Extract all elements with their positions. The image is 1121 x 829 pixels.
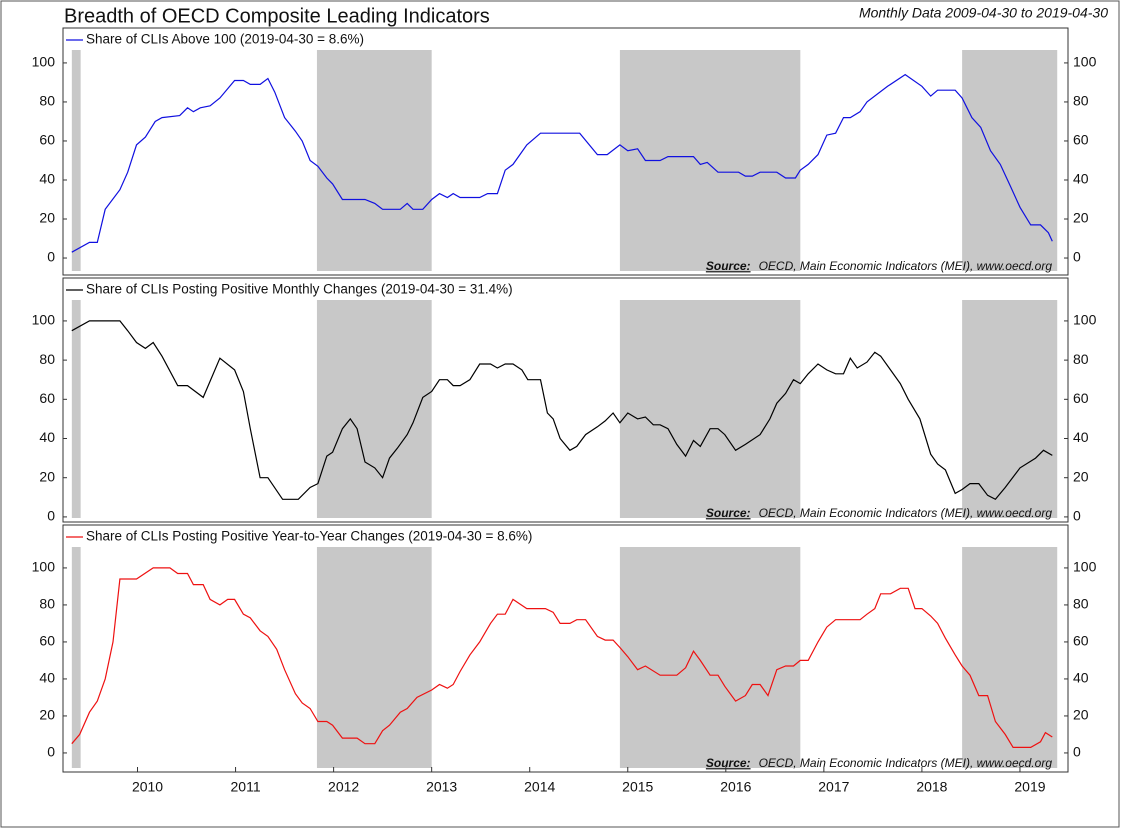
shaded-period xyxy=(619,547,801,768)
x-tick-label: 2011 xyxy=(231,779,261,795)
y2-tick-label: 40 xyxy=(1073,171,1089,187)
y2-tick-label: 80 xyxy=(1073,351,1089,367)
y-tick-label: 60 xyxy=(39,132,55,148)
legend-label: Share of CLIs Posting Positive Year-to-Y… xyxy=(86,529,532,544)
source-text: OECD, Main Economic Indicators (MEI), ww… xyxy=(759,506,1053,520)
y2-tick-label: 20 xyxy=(1073,707,1089,723)
y-tick-label: 20 xyxy=(39,468,55,484)
series-line xyxy=(71,567,1053,748)
shaded-period xyxy=(316,547,432,768)
y2-tick-label: 60 xyxy=(1073,132,1089,148)
y-tick-label: 100 xyxy=(32,54,56,70)
source-label: Source: xyxy=(706,259,751,273)
x-tick-label: 2018 xyxy=(916,779,947,795)
x-tick-label: 2016 xyxy=(720,779,751,795)
y-tick-label: 80 xyxy=(39,351,55,367)
y-tick-label: 0 xyxy=(47,249,55,265)
y2-tick-label: 40 xyxy=(1073,670,1089,686)
shaded-period xyxy=(71,300,81,518)
y-tick-label: 100 xyxy=(32,559,56,575)
x-tick-label: 2017 xyxy=(818,779,849,795)
shaded-period xyxy=(962,547,1058,768)
y2-tick-label: 80 xyxy=(1073,596,1089,612)
shaded-period xyxy=(316,50,432,271)
source-label: Source: xyxy=(706,506,751,520)
y2-tick-label: 60 xyxy=(1073,633,1089,649)
y-tick-label: 80 xyxy=(39,93,55,109)
y-tick-label: 80 xyxy=(39,596,55,612)
y2-tick-label: 80 xyxy=(1073,93,1089,109)
chart-subtitle: Monthly Data 2009-04-30 to 2019-04-30 xyxy=(859,5,1108,21)
chart-title: Breadth of OECD Composite Leading Indica… xyxy=(64,5,490,27)
shaded-period xyxy=(71,50,81,271)
y2-tick-label: 40 xyxy=(1073,429,1089,445)
y-tick-label: 40 xyxy=(39,670,55,686)
series-line xyxy=(71,73,1053,253)
shaded-period xyxy=(962,300,1058,518)
x-tick-label: 2014 xyxy=(524,779,555,795)
y2-tick-label: 0 xyxy=(1073,744,1081,760)
y-tick-label: 0 xyxy=(47,508,55,524)
source-text: OECD, Main Economic Indicators (MEI), ww… xyxy=(759,756,1053,770)
y-tick-label: 20 xyxy=(39,210,55,226)
x-tick-label: 2010 xyxy=(132,779,163,795)
y2-tick-label: 100 xyxy=(1073,559,1097,575)
shaded-period xyxy=(71,547,81,768)
series-line xyxy=(71,320,1053,501)
y-tick-label: 0 xyxy=(47,744,55,760)
y-tick-label: 60 xyxy=(39,633,55,649)
plot-frame xyxy=(62,27,1069,276)
legend-label: Share of CLIs Posting Positive Monthly C… xyxy=(86,282,513,297)
y-tick-label: 100 xyxy=(32,312,56,328)
shaded-period xyxy=(962,50,1058,271)
y2-tick-label: 20 xyxy=(1073,468,1089,484)
x-tick-label: 2019 xyxy=(1014,779,1045,795)
source-label: Source: xyxy=(706,756,751,770)
plot-frame xyxy=(62,524,1069,773)
shaded-period xyxy=(619,300,801,518)
shaded-period xyxy=(316,300,432,518)
y-tick-label: 60 xyxy=(39,390,55,406)
y2-tick-label: 100 xyxy=(1073,54,1097,70)
x-tick-label: 2015 xyxy=(622,779,653,795)
x-tick-label: 2012 xyxy=(328,779,359,795)
y2-tick-label: 20 xyxy=(1073,210,1089,226)
y-tick-label: 40 xyxy=(39,171,55,187)
legend-label: Share of CLIs Above 100 (2019-04-30 = 8.… xyxy=(86,32,364,47)
source-text: OECD, Main Economic Indicators (MEI), ww… xyxy=(759,259,1053,273)
y2-tick-label: 0 xyxy=(1073,508,1081,524)
y2-tick-label: 100 xyxy=(1073,312,1097,328)
y-tick-label: 40 xyxy=(39,429,55,445)
y2-tick-label: 0 xyxy=(1073,249,1081,265)
x-tick-label: 2013 xyxy=(426,779,457,795)
y2-tick-label: 60 xyxy=(1073,390,1089,406)
plot-frame xyxy=(62,277,1069,523)
y-tick-label: 20 xyxy=(39,707,55,723)
